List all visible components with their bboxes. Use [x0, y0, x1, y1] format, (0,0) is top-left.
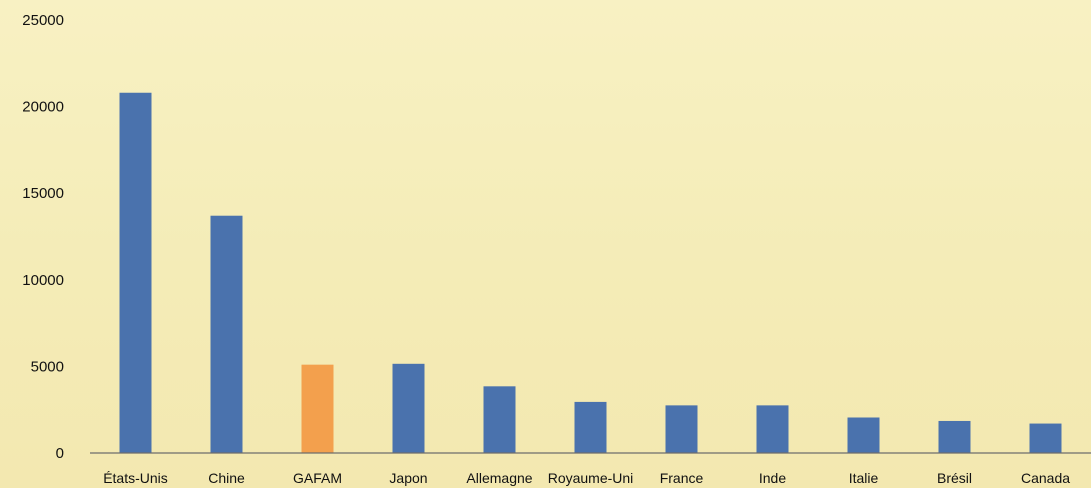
x-category-label-7: Inde: [759, 470, 786, 486]
y-tick-label-5: 25000: [22, 12, 64, 29]
bar-4: [483, 386, 516, 453]
y-tick-label-0: 0: [56, 445, 64, 462]
x-category-label-4: Allemagne: [466, 470, 532, 486]
x-label-layer: États-Unis Chine GAFAM Japon Allemagne Royaum…: [103, 470, 1070, 486]
y-tick-label-3: 15000: [22, 185, 64, 202]
x-category-label-9: Brésil: [937, 470, 972, 486]
bar-7: [756, 405, 789, 453]
x-category-label-0: États-Unis: [103, 470, 168, 486]
x-category-label-8: Italie: [849, 470, 879, 486]
bar-2: [301, 364, 334, 453]
bar-9: [938, 420, 971, 453]
x-category-label-1: Chine: [208, 470, 245, 486]
x-category-label-10: Canada: [1021, 470, 1070, 486]
x-category-label-3: Japon: [389, 470, 427, 486]
bar-5: [574, 401, 607, 453]
x-category-label-5: Royaume-Uni: [548, 470, 634, 486]
bar-6: [665, 405, 698, 453]
bar-1: [210, 215, 243, 453]
y-tick-label-2: 10000: [22, 272, 64, 289]
y-tick-layer: 0 5000 10000 15000 20000 25000: [22, 12, 64, 462]
bar-10: [1029, 423, 1062, 453]
x-category-label-6: France: [660, 470, 704, 486]
bar-layer: [119, 92, 1062, 453]
bar-8: [847, 417, 880, 453]
x-category-label-2: GAFAM: [293, 470, 342, 486]
bar-3: [392, 363, 425, 453]
bar-0: [119, 92, 152, 453]
y-tick-label-1: 5000: [31, 358, 64, 375]
y-tick-label-4: 20000: [22, 99, 64, 116]
